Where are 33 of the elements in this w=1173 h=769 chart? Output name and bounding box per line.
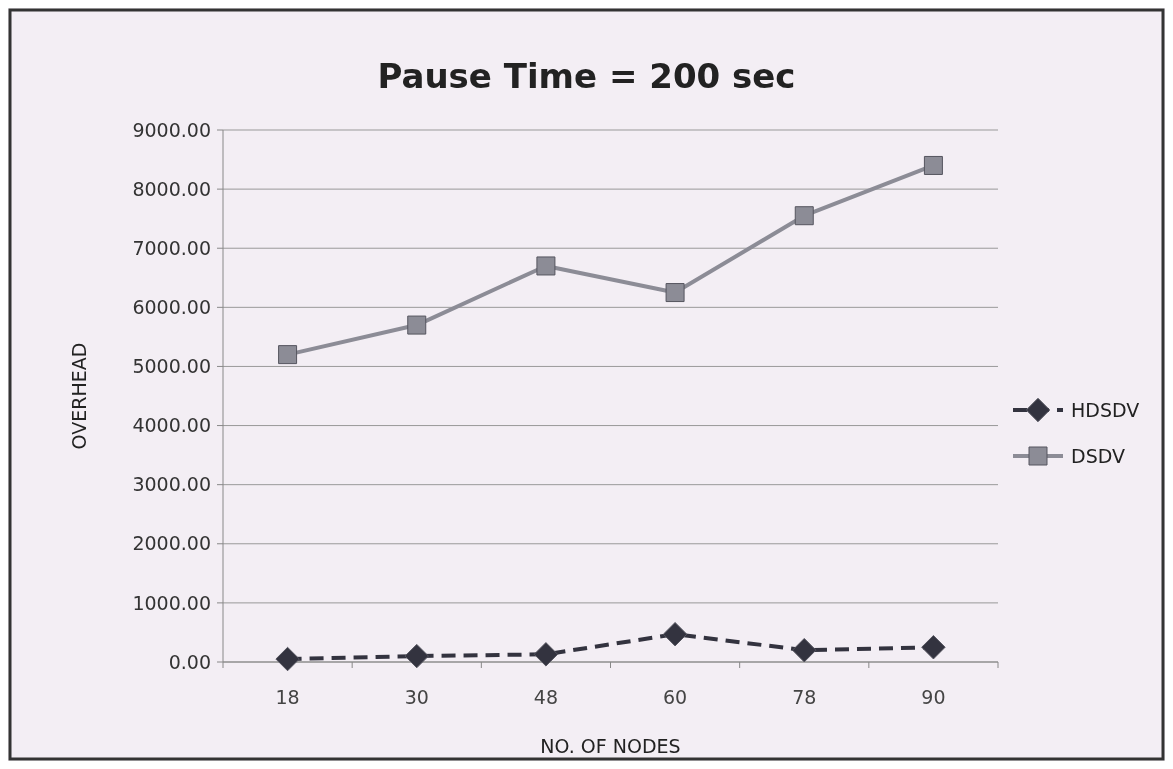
- y-tick-label: 3000.00: [132, 473, 211, 496]
- y-tick-label: 5000.00: [132, 355, 211, 378]
- point: [275, 646, 300, 672]
- point: [665, 283, 685, 303]
- legend-label: DSDV: [1071, 444, 1125, 467]
- y-axis-title: OVERHEAD: [68, 342, 90, 450]
- x-tick-label: 60: [662, 686, 688, 708]
- y-tick-label: 2000.00: [132, 532, 211, 555]
- point: [794, 206, 814, 226]
- y-tick-label: 6000.00: [132, 295, 211, 318]
- x-tick-label: 90: [921, 686, 946, 708]
- point: [404, 643, 429, 669]
- y-tick-label: 7000.00: [132, 236, 211, 259]
- point: [792, 637, 817, 663]
- point: [921, 635, 946, 660]
- y-tick-label: 9000.00: [132, 118, 211, 141]
- point: [923, 155, 943, 175]
- x-axis-title: NO. OF NODES: [540, 735, 681, 757]
- chart-title: Pause Time = 200 sec: [377, 56, 796, 96]
- y-tick-label: 8000.00: [132, 177, 211, 200]
- point: [533, 642, 559, 667]
- legend-label: HDSDV: [1071, 398, 1140, 421]
- x-tick-label: 78: [792, 686, 817, 708]
- y-tick-label: 4000.00: [132, 414, 211, 437]
- point: [278, 345, 298, 365]
- x-tick-label: 18: [275, 686, 300, 708]
- x-tick-label: 48: [533, 686, 559, 708]
- x-tick-label: 30: [404, 686, 429, 708]
- point: [536, 256, 556, 276]
- y-tick-label: 0.00: [168, 650, 211, 673]
- point: [407, 315, 427, 335]
- y-tick-label: 1000.00: [132, 591, 211, 614]
- point: [662, 622, 688, 647]
